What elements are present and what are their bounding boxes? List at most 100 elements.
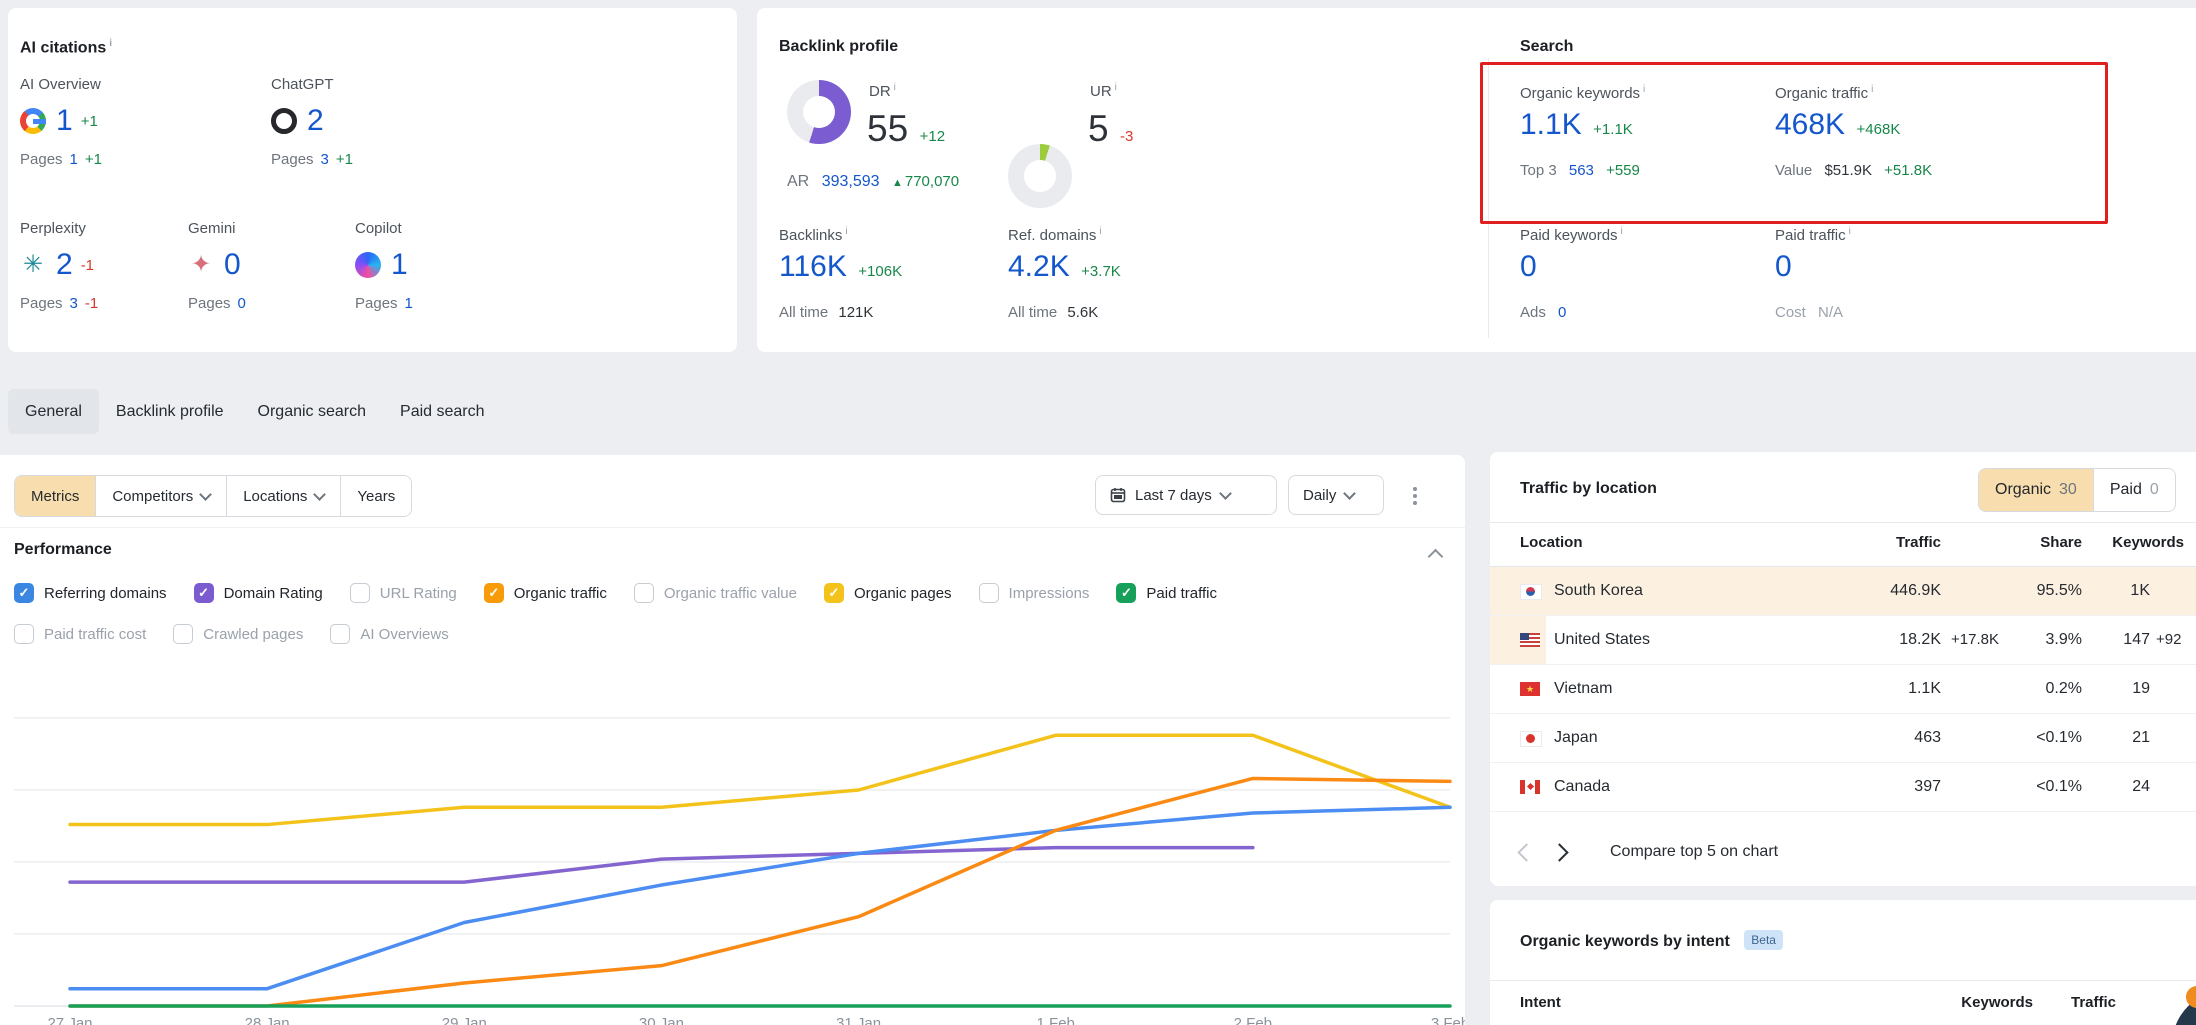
metric-label: Organic pages xyxy=(854,585,952,602)
x-axis-label: 29 Jan xyxy=(442,1015,487,1025)
location-row-united-states[interactable]: United States18.2K+17.8K3.9%147+92 xyxy=(1490,616,2196,665)
x-axis-label: 2 Feb xyxy=(1234,1015,1272,1025)
tab-general[interactable]: General xyxy=(8,389,99,434)
info-icon[interactable] xyxy=(106,39,112,56)
metric-checkbox-crawled-pages[interactable]: Crawled pages xyxy=(173,624,303,644)
pages-value[interactable]: 1 xyxy=(405,295,413,312)
granularity-button[interactable]: Daily xyxy=(1288,475,1384,515)
location-keywords-link[interactable]: 21 xyxy=(2132,714,2150,762)
organic-traffic-value[interactable]: 468K xyxy=(1775,108,1845,141)
tab-organic-search[interactable]: Organic search xyxy=(241,389,384,434)
tab-paid-search[interactable]: Paid search xyxy=(383,389,502,434)
organic-traffic-value-row: 468K +468K xyxy=(1775,108,1900,142)
copilot-icon xyxy=(355,252,381,278)
organic-keywords-sub: Top 3 563 +559 xyxy=(1520,162,1640,179)
next-page-icon[interactable] xyxy=(1550,843,1568,861)
ar-change: ▲770,070 xyxy=(892,173,959,190)
col-keywords: Keywords xyxy=(2112,534,2184,551)
segment-locations[interactable]: Locations xyxy=(227,476,341,516)
info-icon[interactable] xyxy=(1868,85,1873,102)
ai-pages-row: Pages 1 xyxy=(355,295,413,312)
organic-paid-toggle: Organic 30 Paid 0 xyxy=(1978,468,2176,512)
pages-value[interactable]: 3 xyxy=(70,295,78,312)
chevron-down-icon xyxy=(1343,487,1356,500)
location-keywords-link[interactable]: 147 xyxy=(2123,616,2150,664)
location-row-canada[interactable]: Canada397<0.1%24 xyxy=(1490,763,2196,812)
unchecked-checkbox-icon xyxy=(350,583,370,603)
metric-checkbox-domain-rating[interactable]: Domain Rating xyxy=(194,583,323,603)
info-icon[interactable] xyxy=(1846,227,1851,244)
ai-citations-card: AI citations AI Overview1+1Pages1+1ChatG… xyxy=(8,8,737,352)
location-row-vietnam[interactable]: ★Vietnam1.1K0.2%19 xyxy=(1490,665,2196,714)
more-options-button[interactable] xyxy=(1403,481,1427,511)
toggle-organic[interactable]: Organic 30 xyxy=(1979,469,2093,511)
info-icon[interactable] xyxy=(1112,83,1117,100)
metric-checkbox-impressions[interactable]: Impressions xyxy=(979,583,1090,603)
ref-domains-value[interactable]: 4.2K xyxy=(1008,250,1070,283)
pages-value[interactable]: 3 xyxy=(321,151,329,168)
pages-label: Pages xyxy=(271,151,314,168)
info-icon[interactable] xyxy=(891,83,896,100)
chart-line-referring-domains[interactable] xyxy=(70,807,1450,988)
backlinks-value[interactable]: 116K xyxy=(779,250,847,283)
chevron-down-icon xyxy=(199,488,212,501)
ai-citation-change: +1 xyxy=(81,113,98,130)
x-axis-label: 28 Jan xyxy=(245,1015,290,1025)
metric-checkbox-ai-overviews[interactable]: AI Overviews xyxy=(330,624,448,644)
metric-checkbox-paid-traffic[interactable]: Paid traffic xyxy=(1116,583,1217,603)
tab-backlink-profile[interactable]: Backlink profile xyxy=(99,389,241,434)
toggle-paid[interactable]: Paid 0 xyxy=(2093,469,2175,511)
segment-years[interactable]: Years xyxy=(341,476,411,516)
info-icon[interactable] xyxy=(842,227,847,244)
location-keywords-link[interactable]: 1K xyxy=(2130,567,2150,615)
compare-top5-link[interactable]: Compare top 5 on chart xyxy=(1610,843,1778,861)
performance-line-chart[interactable]: 27 Jan28 Jan29 Jan30 Jan31 Jan1 Feb2 Feb… xyxy=(0,685,1465,1025)
pages-label: Pages xyxy=(355,295,398,312)
toolbar-divider xyxy=(0,527,1465,528)
ar-value[interactable]: 393,593 xyxy=(822,173,880,190)
ref-domains-change: +3.7K xyxy=(1081,263,1121,280)
backlinks-label: Backlinks xyxy=(779,226,848,244)
pages-value[interactable]: 1 xyxy=(70,151,78,168)
collapse-chevron-icon[interactable] xyxy=(1428,549,1444,565)
chart-line-domain-rating[interactable] xyxy=(70,848,1253,883)
ai-provider-label: AI Overview xyxy=(20,76,102,93)
location-share: 95.5% xyxy=(2037,567,2082,615)
metric-checkbox-paid-traffic-cost[interactable]: Paid traffic cost xyxy=(14,624,146,644)
location-table-header: Location Traffic Share Keywords xyxy=(1490,534,2196,566)
ai-citation-change: -1 xyxy=(81,257,94,274)
metric-checkbox-referring-domains[interactable]: Referring domains xyxy=(14,583,167,603)
segment-metrics[interactable]: Metrics xyxy=(15,476,96,516)
date-range-button[interactable]: Last 7 days xyxy=(1095,475,1277,515)
prev-page-icon[interactable] xyxy=(1517,843,1535,861)
checked-checkbox-icon xyxy=(824,583,844,603)
location-keywords-link[interactable]: 24 xyxy=(2132,763,2150,811)
segment-competitors[interactable]: Competitors xyxy=(96,476,227,516)
metric-checkbox-organic-traffic[interactable]: Organic traffic xyxy=(484,583,607,603)
metric-label: AI Overviews xyxy=(360,626,448,643)
info-icon[interactable] xyxy=(1096,227,1101,244)
chatgpt-icon xyxy=(271,108,297,134)
organic-keywords-value-row: 1.1K +1.1K xyxy=(1520,108,1633,142)
metric-toggles-row2: Paid traffic cost Crawled pages AI Overvie… xyxy=(14,624,449,644)
col-intent: Intent xyxy=(1520,994,1561,1011)
keywords-by-intent-card: Organic keywords by intent Beta Intent K… xyxy=(1490,900,2196,1025)
ai-pages-row: Pages0 xyxy=(188,295,246,312)
info-icon[interactable] xyxy=(1640,85,1645,102)
vn-flag-icon: ★ xyxy=(1520,682,1540,696)
location-row-japan[interactable]: Japan463<0.1%21 xyxy=(1490,714,2196,763)
location-name: South Korea xyxy=(1554,567,1643,615)
checked-checkbox-icon xyxy=(484,583,504,603)
location-keywords-link[interactable]: 19 xyxy=(2132,665,2150,713)
organic-keywords-value[interactable]: 1.1K xyxy=(1520,108,1582,141)
metric-checkbox-organic-pages[interactable]: Organic pages xyxy=(824,583,952,603)
metric-checkbox-organic-traffic-value[interactable]: Organic traffic value xyxy=(634,583,797,603)
metric-checkbox-url-rating[interactable]: URL Rating xyxy=(350,583,457,603)
dr-value: 55 xyxy=(867,108,908,149)
metric-label: Referring domains xyxy=(44,585,167,602)
backlinks-change: +106K xyxy=(858,263,902,280)
location-row-south-korea[interactable]: South Korea446.9K95.5%1K xyxy=(1490,567,2196,616)
info-icon[interactable] xyxy=(1618,227,1623,244)
gemini-icon: ✦ xyxy=(188,252,214,278)
pages-value[interactable]: 0 xyxy=(238,295,246,312)
